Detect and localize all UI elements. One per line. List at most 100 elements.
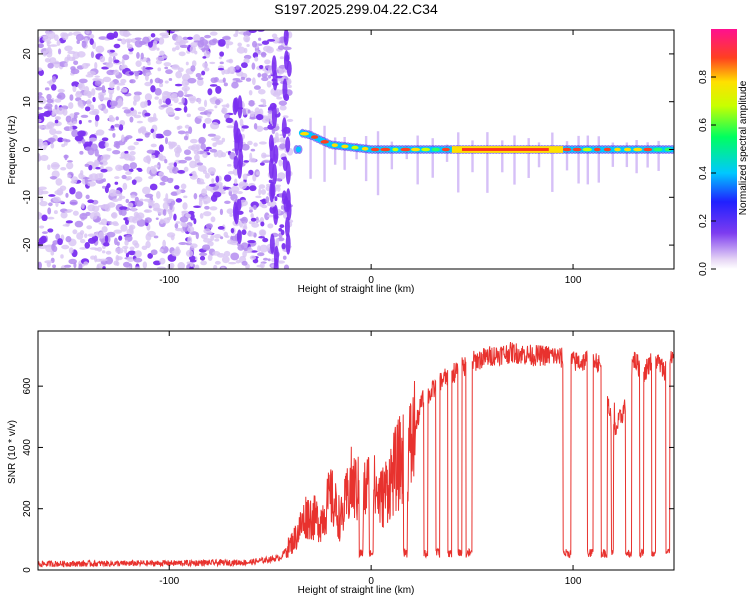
noise-cell bbox=[204, 67, 210, 72]
noise-cell bbox=[168, 144, 174, 150]
noise-cell bbox=[128, 224, 136, 230]
noise-cell bbox=[84, 242, 91, 249]
noise-cell bbox=[106, 183, 111, 189]
noise-cell bbox=[91, 88, 96, 96]
noise-cell bbox=[189, 173, 193, 177]
noise-cell bbox=[114, 181, 119, 185]
noise-cell bbox=[114, 176, 120, 180]
noise-cell bbox=[40, 154, 49, 161]
spike-cell bbox=[343, 136, 346, 170]
noise-cell bbox=[193, 149, 201, 155]
noise-cell bbox=[279, 224, 285, 229]
noise-cell bbox=[171, 47, 176, 52]
noise-cell bbox=[98, 172, 104, 179]
noise-cell bbox=[151, 154, 156, 159]
noise-cell bbox=[179, 216, 189, 223]
noise-cell bbox=[106, 147, 112, 152]
noise-cell bbox=[235, 65, 240, 70]
noise-cell bbox=[260, 221, 265, 227]
noise-cell bbox=[214, 238, 220, 242]
noise-cell bbox=[134, 266, 141, 269]
noise-cell bbox=[187, 236, 193, 244]
noise-streak bbox=[269, 233, 275, 254]
noise-cell bbox=[210, 137, 220, 142]
noise-cell bbox=[249, 255, 257, 260]
noise-cell bbox=[127, 202, 134, 208]
noise-cell bbox=[137, 168, 143, 172]
noise-cell bbox=[118, 124, 124, 131]
noise-cell bbox=[147, 252, 153, 259]
noise-cell bbox=[224, 113, 230, 119]
noise-cell bbox=[50, 162, 60, 170]
noise-cell bbox=[97, 154, 102, 162]
noise-cell bbox=[113, 260, 119, 266]
noise-cell bbox=[213, 264, 218, 269]
noise-cell bbox=[112, 150, 121, 155]
noise-cell bbox=[184, 156, 193, 161]
noise-cell bbox=[80, 169, 84, 176]
noise-cell bbox=[170, 234, 175, 241]
noise-cell bbox=[190, 65, 196, 72]
noise-cell bbox=[123, 109, 131, 114]
noise-cell bbox=[189, 266, 194, 269]
noise-cell bbox=[85, 30, 90, 35]
noise-cell bbox=[79, 230, 85, 235]
noise-cell bbox=[121, 174, 127, 180]
noise-cell bbox=[133, 91, 142, 96]
noise-cell bbox=[251, 62, 256, 70]
noise-cell bbox=[151, 167, 157, 175]
noise-cell bbox=[70, 68, 80, 75]
noise-cell bbox=[173, 162, 177, 168]
noise-cell bbox=[280, 205, 285, 210]
spike-cell bbox=[364, 136, 368, 182]
noise-cell bbox=[40, 196, 44, 202]
noise-cell bbox=[115, 254, 120, 262]
noise-cell bbox=[80, 103, 85, 109]
noise-cell bbox=[95, 166, 101, 170]
noise-cell bbox=[175, 45, 180, 51]
noise-streak bbox=[271, 104, 277, 129]
noise-cell bbox=[114, 123, 120, 128]
noise-cell bbox=[39, 225, 45, 229]
noise-cell bbox=[142, 65, 146, 74]
noise-cell bbox=[115, 116, 119, 121]
spike-cell bbox=[416, 135, 419, 185]
noise-cell bbox=[133, 141, 139, 146]
noise-cell bbox=[113, 59, 120, 64]
noise-cell bbox=[159, 32, 169, 37]
noise-cell bbox=[134, 250, 142, 258]
noise-cell bbox=[242, 108, 247, 116]
noise-cell bbox=[120, 78, 127, 84]
noise-cell bbox=[260, 230, 266, 237]
noise-cell bbox=[165, 69, 173, 75]
noise-cell bbox=[54, 98, 62, 103]
noise-cell bbox=[121, 106, 129, 110]
noise-cell bbox=[44, 87, 50, 91]
noise-cell bbox=[189, 261, 194, 268]
noise-cell bbox=[227, 239, 234, 245]
noise-cell bbox=[193, 193, 198, 200]
noise-cell bbox=[158, 171, 165, 176]
noise-cell bbox=[198, 252, 208, 256]
noise-cell bbox=[250, 213, 254, 219]
noise-cell bbox=[125, 252, 130, 258]
noise-cell bbox=[125, 198, 130, 204]
noise-cell bbox=[126, 175, 133, 181]
noise-cell bbox=[103, 108, 109, 114]
noise-cell bbox=[207, 133, 217, 137]
noise-cell bbox=[198, 136, 206, 144]
noise-cell bbox=[182, 222, 188, 228]
noise-cell bbox=[152, 131, 157, 140]
noise-cell bbox=[148, 202, 155, 207]
spike-cell bbox=[586, 135, 590, 185]
noise-cell bbox=[247, 109, 251, 114]
noise-cell bbox=[209, 206, 218, 211]
noise-cell bbox=[223, 174, 232, 182]
noise-cell bbox=[262, 237, 269, 243]
noise-cell bbox=[47, 216, 55, 220]
noise-cell bbox=[239, 218, 247, 222]
noise-cell bbox=[180, 39, 189, 44]
noise-cell bbox=[174, 83, 183, 87]
noise-cell bbox=[238, 181, 248, 190]
noise-cell bbox=[103, 242, 110, 247]
